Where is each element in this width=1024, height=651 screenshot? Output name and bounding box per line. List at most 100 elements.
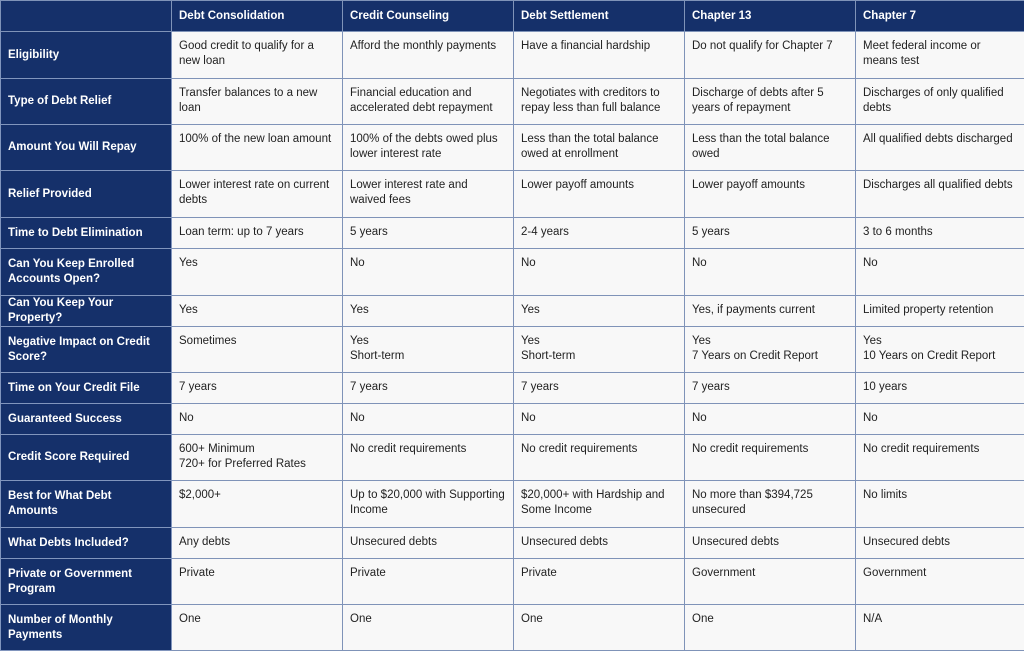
table-cell: Lower payoff amounts [685, 171, 856, 218]
table-cell: Afford the monthly payments [343, 32, 514, 79]
table-cell: No [685, 249, 856, 296]
row-header: Private or Government Program [1, 559, 172, 605]
table-cell: No [856, 404, 1024, 435]
table-cell: All qualified debts discharged [856, 125, 1024, 171]
column-header: Chapter 13 [685, 1, 856, 32]
table-cell: No [343, 404, 514, 435]
table-cell: Unsecured debts [514, 528, 685, 559]
column-header [1, 1, 172, 32]
table-cell: Private [343, 559, 514, 605]
table-cell: Yes [172, 249, 343, 296]
table-cell: Up to $20,000 with Supporting Income [343, 481, 514, 528]
table-cell: No [514, 404, 685, 435]
table-cell: 5 years [343, 218, 514, 249]
table-cell: Unsecured debts [685, 528, 856, 559]
table-cell: One [514, 605, 685, 651]
table-cell: Yes [343, 296, 514, 327]
table-cell: One [172, 605, 343, 651]
table-cell: Discharges of only qualified debts [856, 79, 1024, 125]
table-cell: Yes Short-term [343, 327, 514, 373]
row-header: Time to Debt Elimination [1, 218, 172, 249]
table-cell: $2,000+ [172, 481, 343, 528]
table-row: Negative Impact on Credit Score?Sometime… [1, 327, 1024, 373]
table-cell: Lower interest rate on current debts [172, 171, 343, 218]
table-cell: No [514, 249, 685, 296]
table-cell: Government [685, 559, 856, 605]
row-header: Credit Score Required [1, 435, 172, 481]
column-header: Debt Settlement [514, 1, 685, 32]
table-cell: 7 years [172, 373, 343, 404]
table-cell: N/A [856, 605, 1024, 651]
table-cell: No credit requirements [343, 435, 514, 481]
column-header: Debt Consolidation [172, 1, 343, 32]
row-header: Guaranteed Success [1, 404, 172, 435]
table-cell: No credit requirements [514, 435, 685, 481]
table-cell: Government [856, 559, 1024, 605]
table-cell: Have a financial hardship [514, 32, 685, 79]
row-header: Negative Impact on Credit Score? [1, 327, 172, 373]
table-cell: Unsecured debts [343, 528, 514, 559]
table-cell: Good credit to qualify for a new loan [172, 32, 343, 79]
table-cell: No more than $394,725 unsecured [685, 481, 856, 528]
table-cell: Yes 10 Years on Credit Report [856, 327, 1024, 373]
table-cell: No [685, 404, 856, 435]
row-header: Relief Provided [1, 171, 172, 218]
table-cell: 3 to 6 months [856, 218, 1024, 249]
table-cell: 7 years [343, 373, 514, 404]
row-header: What Debts Included? [1, 528, 172, 559]
table-cell: Lower interest rate and waived fees [343, 171, 514, 218]
row-header: Can You Keep Your Property? [1, 296, 172, 327]
table-cell: One [343, 605, 514, 651]
column-header: Chapter 7 [856, 1, 1024, 32]
row-header: Best for What Debt Amounts [1, 481, 172, 528]
table-cell: Meet federal income or means test [856, 32, 1024, 79]
table-cell: Unsecured debts [856, 528, 1024, 559]
table-cell: Discharges all qualified debts [856, 171, 1024, 218]
table-cell: Discharge of debts after 5 years of repa… [685, 79, 856, 125]
row-header: Eligibility [1, 32, 172, 79]
row-header: Number of Monthly Payments [1, 605, 172, 651]
table-cell: Do not qualify for Chapter 7 [685, 32, 856, 79]
table-cell: Yes Short-term [514, 327, 685, 373]
table-cell: 2-4 years [514, 218, 685, 249]
table-cell: No [343, 249, 514, 296]
table-row: Best for What Debt Amounts$2,000+Up to $… [1, 481, 1024, 528]
row-header: Time on Your Credit File [1, 373, 172, 404]
table-cell: Yes, if payments current [685, 296, 856, 327]
table-cell: $20,000+ with Hardship and Some Income [514, 481, 685, 528]
table-cell: Private [172, 559, 343, 605]
table-cell: No limits [856, 481, 1024, 528]
table-cell: Less than the total balance owed at enro… [514, 125, 685, 171]
column-header: Credit Counseling [343, 1, 514, 32]
table-cell: Less than the total balance owed [685, 125, 856, 171]
table-cell: No credit requirements [856, 435, 1024, 481]
table-cell: 100% of the new loan amount [172, 125, 343, 171]
table-cell: One [685, 605, 856, 651]
table-cell: 5 years [685, 218, 856, 249]
table-cell: Limited property retention [856, 296, 1024, 327]
table-cell: Loan term: up to 7 years [172, 218, 343, 249]
table-cell: Yes [172, 296, 343, 327]
table-cell: Yes [514, 296, 685, 327]
row-header: Amount You Will Repay [1, 125, 172, 171]
table-cell: Any debts [172, 528, 343, 559]
table-cell: No [172, 404, 343, 435]
table-cell: Sometimes [172, 327, 343, 373]
table-cell: No [856, 249, 1024, 296]
table-cell: Transfer balances to a new loan [172, 79, 343, 125]
table-cell: Lower payoff amounts [514, 171, 685, 218]
table-cell: Financial education and accelerated debt… [343, 79, 514, 125]
table-cell: 7 years [514, 373, 685, 404]
